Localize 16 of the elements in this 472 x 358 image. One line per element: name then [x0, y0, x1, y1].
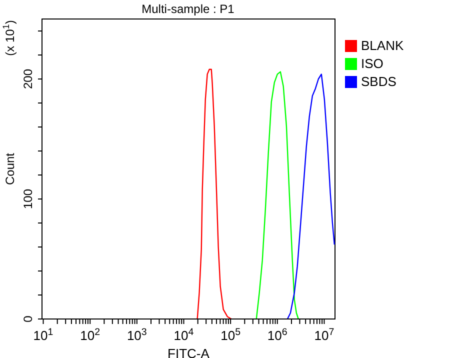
y-axis-title: Count — [3, 152, 17, 186]
x-tick-label: 10$^{7}$ — [314, 326, 334, 343]
y-tick-label: 200 — [21, 68, 35, 90]
x-axis-title: FITC-A — [168, 346, 210, 358]
x-tick-label: 10$^{6}$ — [267, 326, 288, 343]
y-tick-label: 0 — [21, 315, 35, 322]
legend-label: ISO — [361, 56, 384, 71]
legend-label: SBDS — [361, 74, 396, 89]
x-tick-label: 10$^{4}$ — [174, 326, 194, 343]
legend-label: BLANK — [361, 38, 404, 53]
x-tick-label: 10$^{5}$ — [220, 326, 242, 343]
y-tick-label: 100 — [21, 188, 35, 210]
x-tick-label: 10$^{2}$ — [80, 326, 100, 343]
x-tick-label: 10$^{1}$ — [33, 326, 54, 343]
chart-title: Multi-sample : P1 — [142, 2, 235, 16]
x-tick-label: 10$^{3}$ — [126, 326, 147, 343]
